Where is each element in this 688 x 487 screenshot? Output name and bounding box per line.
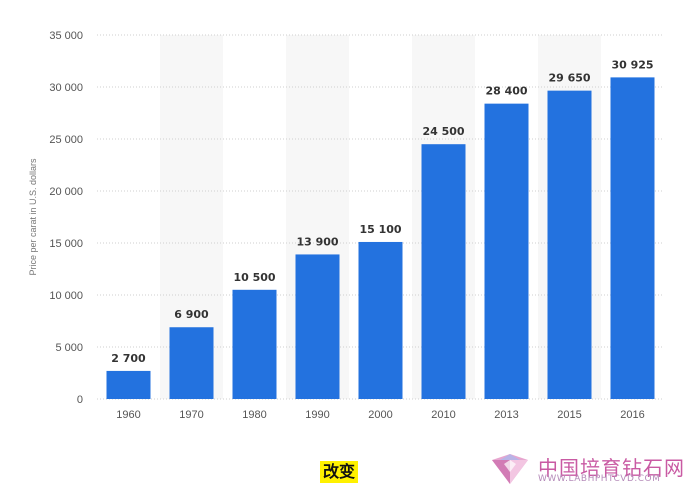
diamond-logo-icon bbox=[492, 454, 528, 484]
bar bbox=[358, 241, 403, 399]
x-axis-ticks: 1960 1970 1980 1990 2000 2010 2013 2015 2016 bbox=[116, 409, 644, 421]
bar bbox=[610, 77, 655, 399]
x-tick-label: 1980 bbox=[242, 409, 266, 421]
watermark-url: WWW.LABHPHTCVD.COM bbox=[538, 474, 661, 484]
data-label: 28 400 bbox=[485, 85, 527, 98]
y-tick-label: 10 000 bbox=[49, 290, 83, 302]
data-label: 30 925 bbox=[611, 58, 653, 71]
bar bbox=[295, 254, 340, 399]
x-tick-label: 1960 bbox=[116, 409, 140, 421]
watermark-logo: 中国培育钻石网 WWW.LABHPHTCVD.COM bbox=[486, 450, 686, 487]
y-tick-label: 0 bbox=[77, 394, 83, 406]
x-tick-label: 2010 bbox=[431, 409, 455, 421]
watermark-name: 中国培育钻石网 bbox=[538, 456, 685, 480]
data-label: 29 650 bbox=[548, 72, 590, 85]
y-axis-label: Price per carat in U.S. dollars bbox=[28, 158, 38, 276]
data-label: 2 700 bbox=[111, 352, 146, 365]
bars bbox=[106, 77, 655, 399]
annotation-tag: 改变 bbox=[320, 461, 359, 483]
bar-chart: 0 5 000 10 000 15 000 20 000 25 000 30 000 35 0… bbox=[28, 30, 664, 421]
y-tick-label: 35 000 bbox=[49, 30, 83, 42]
bar bbox=[421, 144, 466, 399]
x-tick-label: 2016 bbox=[620, 409, 644, 421]
x-tick-label: 2013 bbox=[494, 409, 518, 421]
bar bbox=[106, 370, 151, 399]
data-labels: 2 700 6 900 10 500 13 900 15 100 24 500 28 400… bbox=[111, 58, 653, 365]
y-tick-label: 15 000 bbox=[49, 238, 83, 250]
data-label: 13 900 bbox=[296, 235, 338, 248]
y-axis-ticks: 0 5 000 10 000 15 000 20 000 25 000 30 000 35 0… bbox=[49, 30, 83, 406]
data-label: 10 500 bbox=[233, 271, 275, 284]
x-tick-label: 1990 bbox=[305, 409, 329, 421]
y-tick-label: 25 000 bbox=[49, 134, 83, 146]
x-tick-label: 1970 bbox=[179, 409, 203, 421]
y-tick-label: 30 000 bbox=[49, 82, 83, 94]
bar bbox=[547, 90, 592, 399]
y-tick-label: 20 000 bbox=[49, 186, 83, 198]
data-label: 15 100 bbox=[359, 223, 401, 236]
x-tick-label: 2000 bbox=[368, 409, 392, 421]
bar bbox=[484, 103, 529, 399]
bar bbox=[169, 327, 214, 399]
bar bbox=[232, 289, 277, 399]
data-label: 24 500 bbox=[422, 125, 464, 138]
x-tick-label: 2015 bbox=[557, 409, 581, 421]
data-label: 6 900 bbox=[174, 308, 209, 321]
y-tick-label: 5 000 bbox=[55, 342, 83, 354]
